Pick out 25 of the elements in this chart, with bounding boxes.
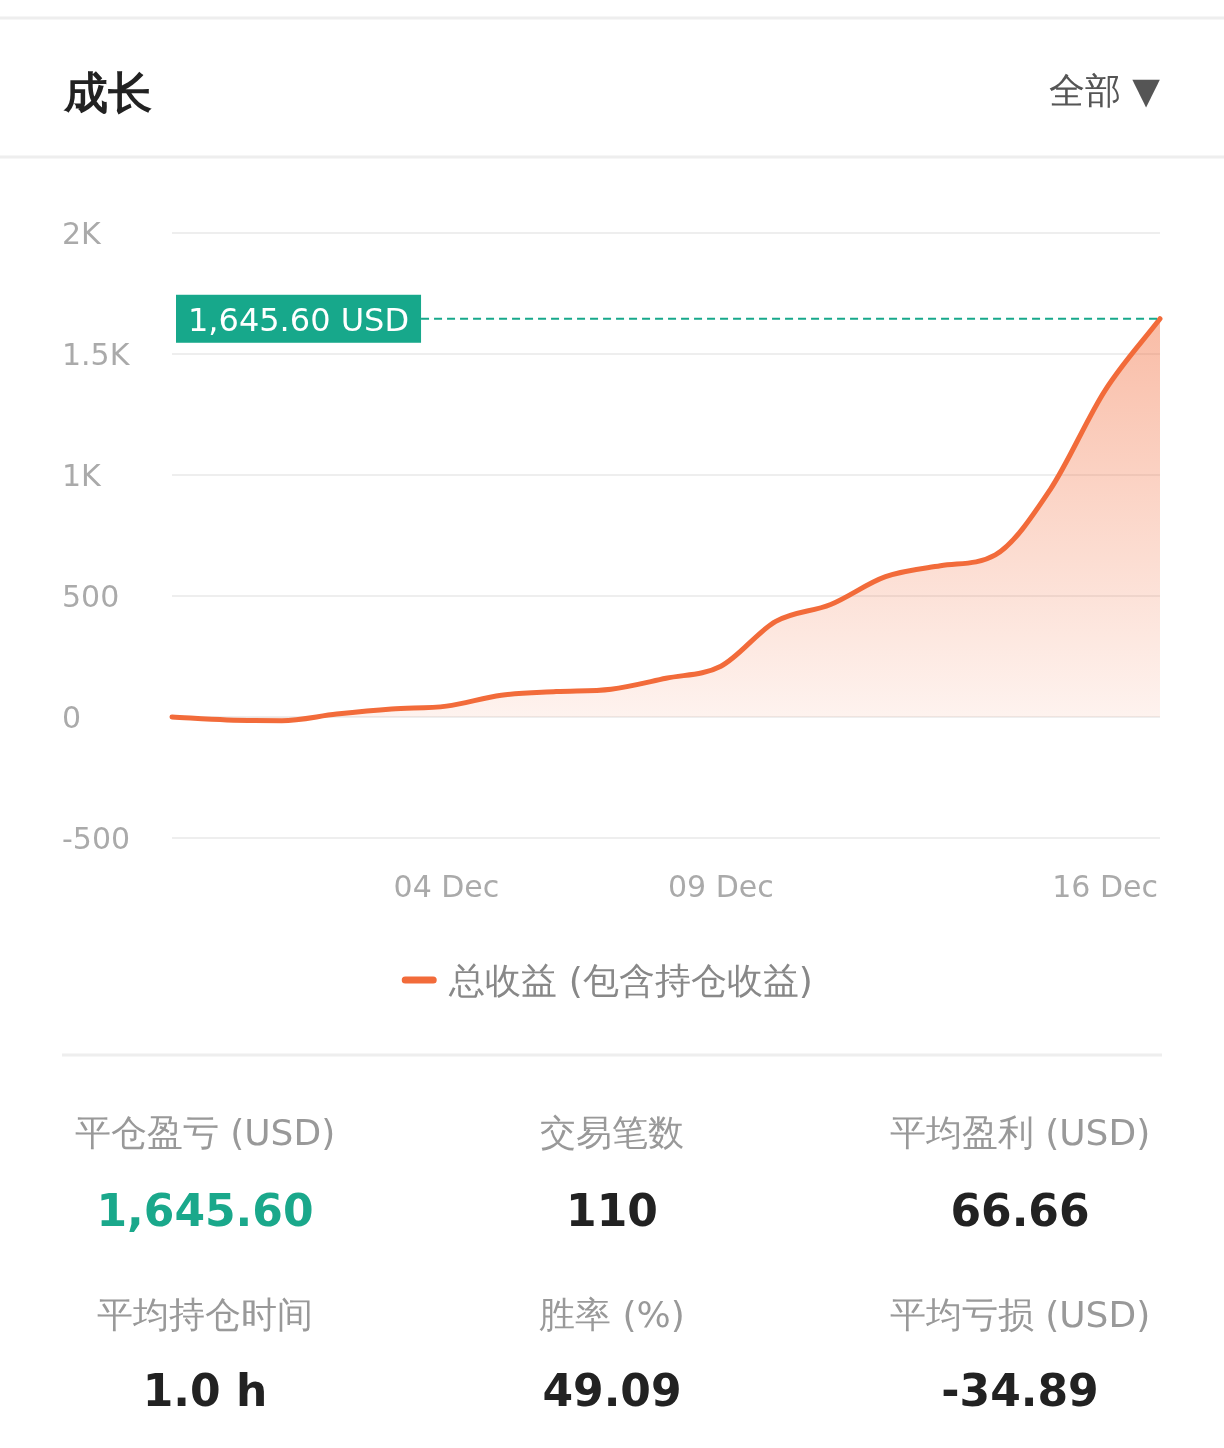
text: 平均盈利 (USD) bbox=[889, 1112, 1151, 1153]
x-tick-label: 04 Dec bbox=[393, 869, 500, 904]
y-tick-label: 1K bbox=[62, 458, 103, 493]
y-tick-label: 500 bbox=[62, 579, 120, 614]
text: 平均持仓时间 bbox=[97, 1294, 313, 1335]
y-tick-label: 1.5K bbox=[62, 337, 131, 372]
ref-line-label: 1,645.60 USD bbox=[188, 300, 410, 339]
text: 49.09 bbox=[542, 1365, 682, 1416]
x-tick-label: 09 Dec bbox=[668, 869, 774, 904]
text: 平均亏损 (USD) bbox=[889, 1294, 1151, 1335]
text: 66.66 bbox=[950, 1185, 1090, 1236]
text: -34.89 bbox=[941, 1365, 1099, 1416]
chart-title: 成长 bbox=[63, 67, 152, 118]
text: 平仓盈亏 (USD) bbox=[74, 1112, 336, 1153]
text: 1,645.60 bbox=[96, 1185, 314, 1236]
text: 全部 ▼ bbox=[1048, 70, 1161, 111]
text: 110 bbox=[566, 1185, 658, 1236]
y-tick-label: 0 bbox=[62, 700, 82, 735]
text: 1.0 h bbox=[142, 1365, 268, 1416]
y-tick-label: 2K bbox=[62, 216, 103, 251]
y-tick-label: -500 bbox=[62, 821, 131, 856]
text: 交易笔数 bbox=[540, 1112, 684, 1153]
legend-label: 总收益 (包含持仓收益) bbox=[448, 960, 813, 1001]
text: 胜率 (%) bbox=[539, 1294, 685, 1335]
x-tick-label: 16 Dec bbox=[1052, 869, 1158, 904]
